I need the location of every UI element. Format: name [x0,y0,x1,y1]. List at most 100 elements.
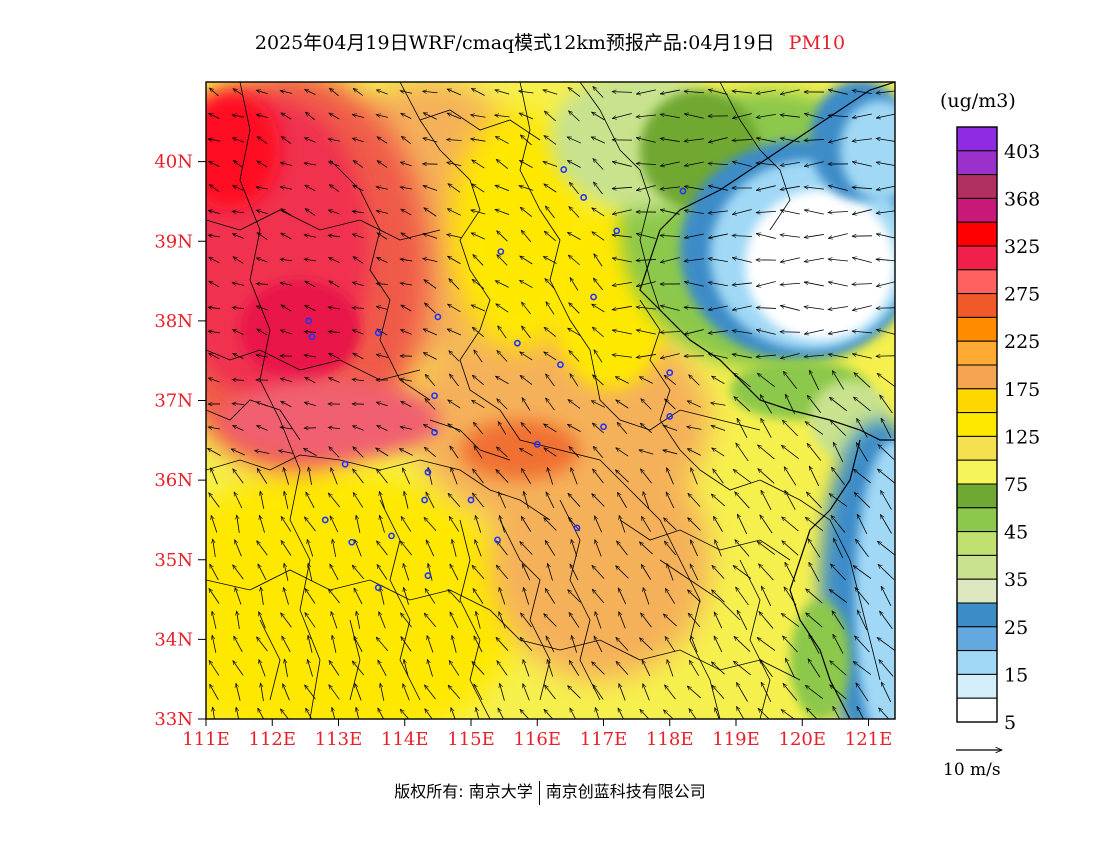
latitude-axis: 40N 39N 38N 37N 36N 35N 34N 33N [154,152,206,730]
colorbar-segment [956,697,998,723]
copyright-right: 南京创蓝科技有限公司 [545,782,706,801]
station-marker [321,516,329,524]
lat-label: 37N [154,391,193,412]
station-marker [497,248,505,256]
lon-label: 120E [779,729,827,750]
colorbar-label: 15 [1004,664,1028,686]
colorbar-segment [956,150,998,176]
colorbar-segment [956,269,998,295]
coastline-yellow-sea [789,439,861,719]
station-marker [494,536,501,544]
colorbar-segment [956,364,998,390]
colorbar-segment [956,293,998,318]
coastline-bohai-north [659,82,895,231]
station-marker [679,187,687,195]
lat-label: 40N [154,152,193,173]
colorbar-segment [956,340,998,366]
station-marker [374,584,382,592]
colorbar-segment [956,578,998,604]
colorbar-segment [956,221,998,247]
colorbar-segment [956,602,998,628]
station-marker [560,166,568,173]
colorbar-segment [956,435,998,461]
colorbar-label: 45 [1004,522,1028,544]
lat-label: 34N [154,629,193,650]
colorbar-segment [956,412,998,437]
wind-vectors [207,87,895,719]
colorbar-label: 275 [1004,284,1040,306]
station-marker [341,460,349,468]
lon-label: 117E [580,729,628,750]
station-marker [613,227,621,235]
copyright-separator [538,780,540,805]
colorbar-segment [956,197,998,223]
colorbar-segment [956,245,998,271]
lon-label: 121E [845,729,893,750]
colorbar-label: 403 [1004,141,1040,163]
lat-label: 38N [154,311,193,332]
station-marker [666,413,674,420]
station-marker [374,329,382,337]
copyright: 版权所有: 南京大学 南京创蓝科技有限公司 [0,778,1100,805]
station-marker [348,538,356,546]
lon-label: 119E [712,729,760,750]
station-marker [305,317,313,325]
station-marker [580,194,588,201]
lon-label: 112E [249,729,297,750]
colorbar-label: 5 [1004,712,1016,734]
lon-label: 114E [381,729,429,750]
lon-label: 118E [646,729,694,750]
lat-label: 39N [154,231,193,252]
lon-label: 116E [514,729,562,750]
monitoring-stations [305,166,687,592]
station-marker [424,468,432,476]
station-marker [434,313,442,321]
colorbar-segment [956,126,998,152]
colorbar-segment [956,554,998,580]
colorbar-segment [956,483,998,509]
lat-label: 35N [154,550,193,571]
colorbar-label: 35 [1004,569,1028,591]
colorbar-segment [956,673,998,699]
colorbar-label: 325 [1004,236,1040,258]
station-marker [557,361,564,369]
colorbar-segment [956,459,998,485]
colorbar: 403 368 325 275 225 175 125 75 45 35 25 15 5 [956,126,1040,734]
lon-label: 115E [447,729,495,750]
pollutant-label: PM10 [788,32,846,54]
station-marker [431,428,438,436]
copyright-left: 版权所有: 南京大学 [394,782,533,801]
colorbar-segment [956,388,998,414]
station-marker [431,392,438,400]
colorbar-label: 75 [1004,474,1028,496]
colorbar-label: 368 [1004,188,1040,210]
colorbar-segment [956,531,998,556]
pollution-field [206,82,895,719]
station-marker [573,524,581,532]
station-marker [666,369,674,377]
station-marker [424,572,432,580]
map-title: 2025年04月19日WRF/cmaq模式12km预报产品:04月19日 PM10 [0,28,1100,55]
colorbar-label: 125 [1004,426,1040,448]
station-marker [600,423,607,431]
station-marker [590,293,597,301]
colorbar-label: 25 [1004,617,1028,639]
colorbar-segment [956,626,998,652]
station-marker [421,496,429,504]
unit-label: (ug/m3) [940,90,1016,112]
colorbar-segment [956,507,998,533]
colorbar-segment [956,316,998,342]
station-marker [388,532,395,540]
coastline-bohai-south [639,229,895,441]
colorbar-frame [956,126,998,723]
title-main: 2025年04月19日WRF/cmaq模式12km预报产品:04月19日 [254,32,775,54]
station-marker [308,333,316,341]
colorbar-segment [956,174,998,199]
lat-label: 33N [154,709,193,730]
station-marker [467,496,475,504]
lat-label: 36N [154,470,193,491]
station-marker [533,440,541,448]
colorbar-label: 225 [1004,331,1040,353]
longitude-axis: 111E 112E 113E 114E 115E 116E 117E 118E 119E 120E… [182,719,892,750]
